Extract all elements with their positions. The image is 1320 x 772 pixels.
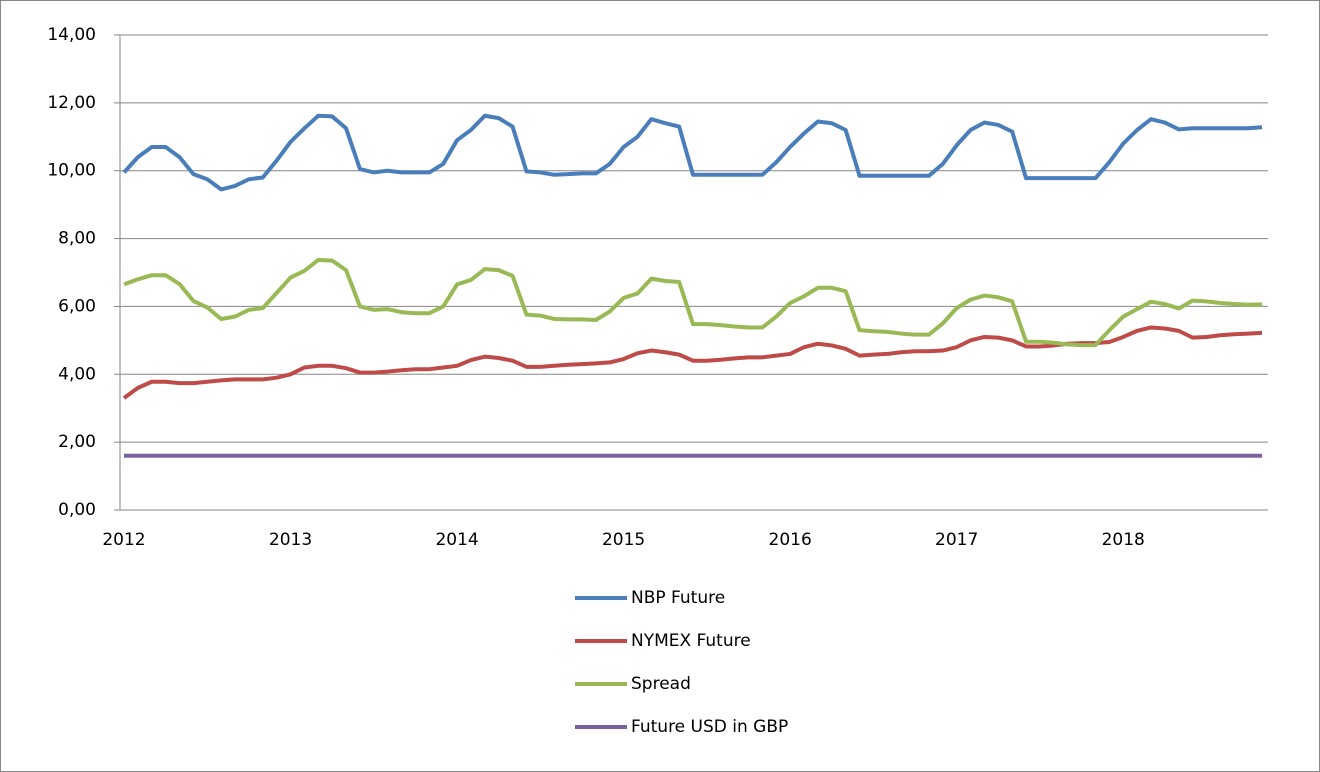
y-tick-label: 14,00: [47, 25, 96, 45]
x-tick-label: 2012: [102, 530, 145, 550]
y-tick-label: 2,00: [58, 432, 96, 452]
x-tick-label: 2015: [602, 530, 645, 550]
x-tick-label: 2016: [769, 530, 812, 550]
y-tick-label: 6,00: [58, 296, 96, 316]
legend-label: NBP Future: [631, 588, 725, 608]
legend-label: NYMEX Future: [631, 631, 751, 651]
x-tick-label: 2018: [1102, 530, 1145, 550]
y-tick-label: 12,00: [47, 93, 96, 113]
legend-label: Spread: [631, 674, 691, 694]
line-series: [123, 257, 1263, 348]
y-tick-label: 0,00: [58, 500, 96, 520]
line-series: [122, 113, 1263, 192]
x-tick-label: 2017: [935, 530, 978, 550]
x-tick-label: 2013: [269, 530, 312, 550]
y-tick-label: 10,00: [47, 161, 96, 181]
x-tick-label: 2014: [435, 530, 478, 550]
y-tick-label: 4,00: [58, 364, 96, 384]
legend-label: Future USD in GBP: [631, 717, 788, 737]
y-tick-label: 8,00: [58, 229, 96, 249]
